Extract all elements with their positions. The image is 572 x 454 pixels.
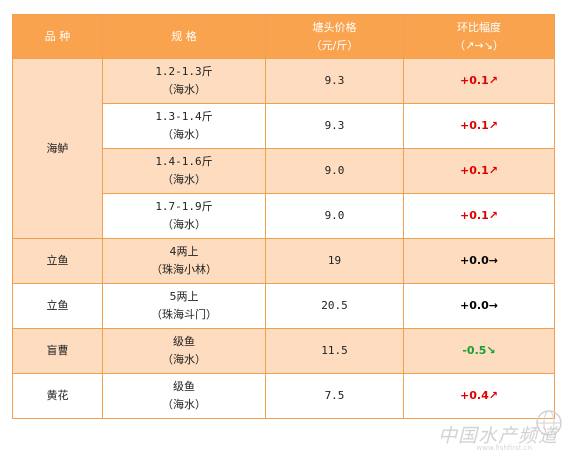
watermark-text: 中国水产频道 xyxy=(437,425,558,447)
spec-cell: 1.3-1.4斤 （海水） xyxy=(102,103,266,149)
table-row: 盲曹 级鱼 （海水） 11.5 -0.5↘ xyxy=(12,328,555,374)
spec-note: （海水） xyxy=(162,353,206,366)
price-cell: 19 xyxy=(265,238,404,284)
header-variety: 品 种 xyxy=(12,14,103,59)
header-change: 环比幅度 （↗→↘） xyxy=(403,14,555,59)
table-row: 黄花 级鱼 （海水） 7.5 +0.4↗ xyxy=(12,373,555,419)
spec-size: 5两上 xyxy=(169,290,199,303)
table-row: 立鱼 5两上 （珠海斗门） 20.5 +0.0→ xyxy=(12,283,555,329)
change-cell: +0.0→ xyxy=(403,283,555,329)
spec-cell: 4两上 （珠海小林） xyxy=(102,238,266,284)
spec-size: 1.2-1.3斤 xyxy=(155,65,213,78)
spec-size: 级鱼 xyxy=(173,335,195,348)
spec-note: （海水） xyxy=(162,173,206,186)
spec-note: （珠海斗门） xyxy=(151,308,217,321)
price-cell: 9.3 xyxy=(265,58,404,104)
variety-cell: 立鱼 xyxy=(12,238,103,284)
price-cell: 9.0 xyxy=(265,148,404,194)
price-cell: 9.0 xyxy=(265,193,404,239)
variety-cell: 黄花 xyxy=(12,373,103,419)
price-cell: 9.3 xyxy=(265,103,404,149)
change-cell: +0.1↗ xyxy=(403,148,555,194)
price-cell: 11.5 xyxy=(265,328,404,374)
change-cell: +0.1↗ xyxy=(403,103,555,149)
header-price-title: 塘头价格 xyxy=(312,20,357,34)
spec-size: 1.4-1.6斤 xyxy=(155,155,213,168)
price-cell: 20.5 xyxy=(265,283,404,329)
watermark-url: www.fishfirst.cn xyxy=(476,444,532,452)
header-change-title: 环比幅度 xyxy=(457,20,501,34)
variety-cell: 海鲈 xyxy=(12,58,103,239)
spec-size: 4两上 xyxy=(169,245,199,258)
spec-cell: 1.7-1.9斤 （海水） xyxy=(102,193,266,239)
table-header-row: 品 种 规 格 塘头价格 （元/斤） 环比幅度 （↗→↘） xyxy=(12,14,555,59)
spec-cell: 1.2-1.3斤 （海水） xyxy=(102,58,266,104)
header-change-legend: （↗→↘） xyxy=(454,38,504,52)
spec-size: 1.3-1.4斤 xyxy=(155,110,213,123)
spec-cell: 级鱼 （海水） xyxy=(102,373,266,419)
table-row: 海鲈 1.2-1.3斤 （海水） 9.3 +0.1↗ xyxy=(12,58,555,239)
change-cell: +0.0→ xyxy=(403,238,555,284)
variety-cell: 立鱼 xyxy=(12,283,103,329)
change-cell: +0.1↗ xyxy=(403,193,555,239)
change-cell: -0.5↘ xyxy=(403,328,555,374)
spec-note: （海水） xyxy=(162,218,206,231)
spec-cell: 级鱼 （海水） xyxy=(102,328,266,374)
price-table: 品 种 规 格 塘头价格 （元/斤） 环比幅度 （↗→↘） 海鲈 1.2-1.3… xyxy=(12,14,555,419)
spec-note: （海水） xyxy=(162,128,206,141)
header-spec: 规 格 xyxy=(102,14,266,59)
spec-cell: 5两上 （珠海斗门） xyxy=(102,283,266,329)
header-price: 塘头价格 （元/斤） xyxy=(265,14,404,59)
change-cell: +0.4↗ xyxy=(403,373,555,419)
spec-note: （海水） xyxy=(162,83,206,96)
spec-size: 1.7-1.9斤 xyxy=(155,200,213,213)
table-row: 1.7-1.9斤 （海水） 9.0 +0.1↗ xyxy=(12,193,555,239)
table-row: 立鱼 4两上 （珠海小林） 19 +0.0→ xyxy=(12,238,555,284)
spec-size: 级鱼 xyxy=(173,380,195,393)
globe-logo-icon xyxy=(536,410,562,436)
header-price-unit: （元/斤） xyxy=(310,38,359,52)
table-row: 1.4-1.6斤 （海水） 9.0 +0.1↗ xyxy=(12,148,555,194)
change-cell: +0.1↗ xyxy=(403,58,555,104)
variety-cell: 盲曹 xyxy=(12,328,103,374)
price-cell: 7.5 xyxy=(265,373,404,419)
table-row: 1.3-1.4斤 （海水） 9.3 +0.1↗ xyxy=(12,103,555,149)
spec-note: （海水） xyxy=(162,398,206,411)
spec-cell: 1.4-1.6斤 （海水） xyxy=(102,148,266,194)
spec-note: （珠海小林） xyxy=(151,263,217,276)
